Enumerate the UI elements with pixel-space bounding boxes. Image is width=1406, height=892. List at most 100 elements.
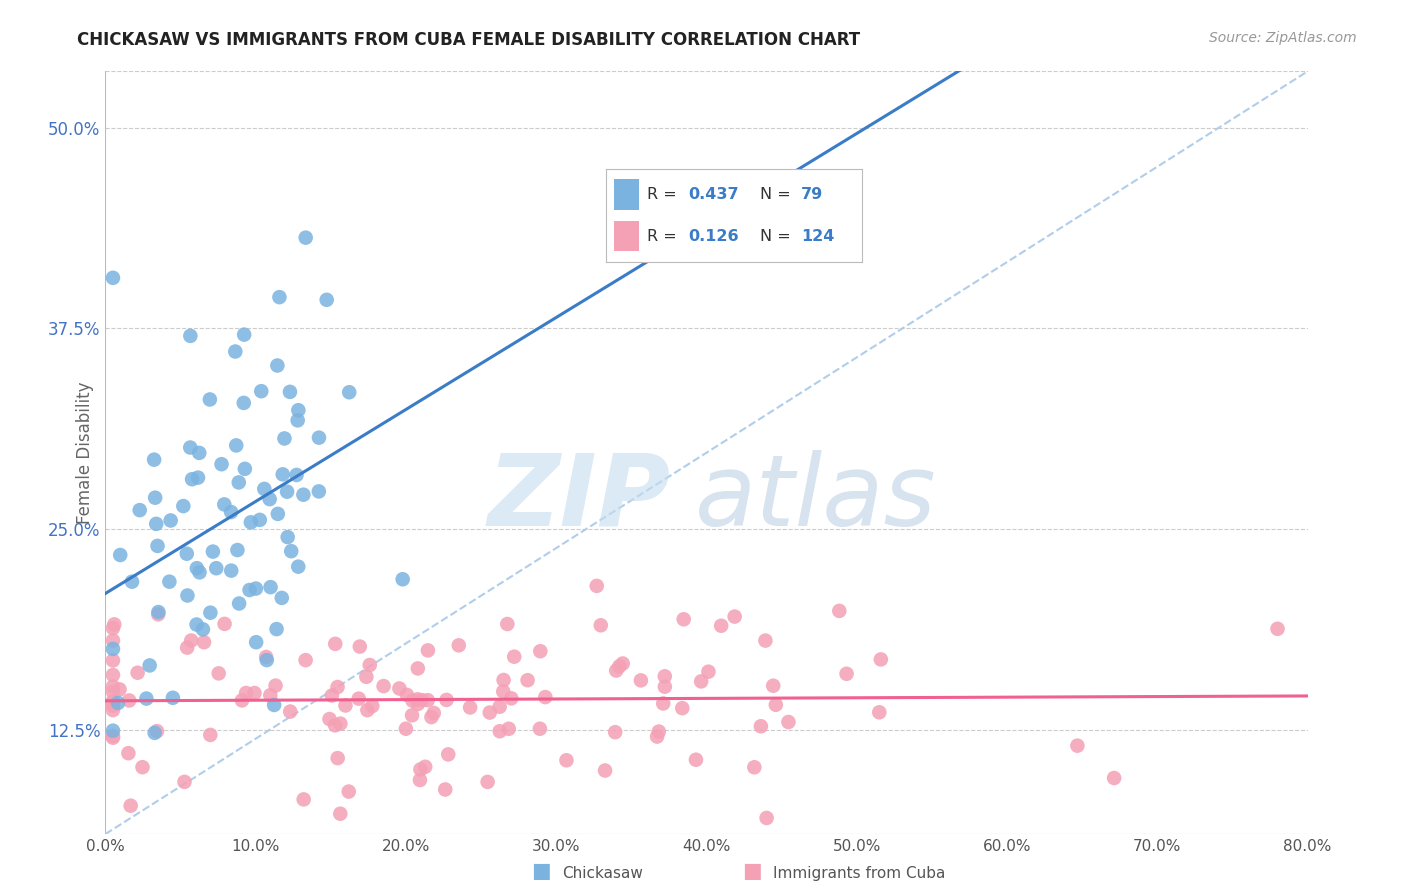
Text: 0.126: 0.126	[688, 228, 738, 244]
Point	[101, 694, 124, 708]
Point	[671, 701, 693, 715]
Point	[315, 293, 337, 307]
Point	[162, 690, 184, 705]
Point	[605, 725, 627, 739]
Text: 0.437: 0.437	[688, 186, 738, 202]
Point	[148, 607, 170, 622]
Point	[409, 763, 432, 777]
Point	[239, 516, 262, 530]
Point	[188, 566, 211, 580]
Point	[337, 784, 360, 798]
Point	[516, 673, 538, 688]
Point	[436, 693, 458, 707]
Point	[765, 698, 787, 712]
Point	[529, 722, 551, 736]
Point	[593, 764, 616, 778]
Point	[420, 710, 443, 724]
Point	[127, 665, 149, 680]
Point	[329, 716, 352, 731]
Point	[323, 637, 346, 651]
Point	[652, 697, 675, 711]
Point	[181, 472, 204, 486]
Point	[321, 689, 343, 703]
Point	[868, 706, 890, 720]
Point	[434, 782, 457, 797]
Point	[356, 703, 378, 717]
Point	[416, 693, 439, 707]
Point	[117, 746, 139, 760]
Point	[401, 708, 423, 723]
Point	[143, 452, 166, 467]
Point	[131, 760, 153, 774]
Point	[211, 457, 233, 471]
Point	[835, 666, 858, 681]
Point	[243, 686, 266, 700]
Point	[101, 680, 124, 694]
Text: atlas: atlas	[695, 450, 936, 547]
Text: ■: ■	[531, 862, 551, 881]
Point	[755, 811, 778, 825]
Point	[101, 723, 124, 738]
Point	[654, 669, 676, 683]
Point	[308, 484, 330, 499]
Point	[200, 728, 222, 742]
Point	[101, 698, 124, 713]
Point	[266, 359, 288, 373]
Text: N =: N =	[759, 228, 796, 244]
Point	[406, 692, 429, 706]
Point	[292, 792, 315, 806]
Point	[492, 684, 515, 698]
Point	[395, 688, 418, 702]
Point	[176, 640, 198, 655]
Point	[108, 682, 131, 697]
Point	[159, 513, 181, 527]
Point	[555, 753, 578, 767]
Point	[250, 384, 273, 399]
Point	[249, 513, 271, 527]
Point	[488, 724, 510, 739]
Point	[349, 640, 371, 654]
Point	[423, 706, 446, 720]
Point	[120, 798, 142, 813]
Point	[231, 693, 253, 707]
Point	[101, 270, 124, 285]
Point	[323, 718, 346, 732]
Point	[335, 698, 357, 713]
Point	[101, 685, 124, 699]
Point	[235, 686, 257, 700]
Point	[287, 403, 309, 417]
Point	[101, 668, 124, 682]
Point	[294, 653, 316, 667]
Point	[101, 633, 124, 648]
Point	[228, 597, 250, 611]
Point	[228, 475, 250, 490]
Point	[1066, 739, 1088, 753]
Point	[208, 666, 231, 681]
Point	[101, 695, 124, 709]
Point	[529, 644, 551, 658]
Point	[496, 617, 519, 632]
Point	[1102, 771, 1125, 785]
Point	[501, 691, 523, 706]
Point	[276, 484, 298, 499]
Point	[391, 572, 413, 586]
Point	[135, 691, 157, 706]
Point	[685, 753, 707, 767]
Point	[173, 775, 195, 789]
Point	[612, 657, 634, 671]
Text: ■: ■	[742, 862, 762, 881]
Point	[605, 664, 627, 678]
Point	[107, 696, 129, 710]
Point	[648, 724, 671, 739]
Point	[143, 726, 166, 740]
Point	[269, 290, 291, 304]
Point	[762, 679, 785, 693]
Text: Immigrants from Cuba: Immigrants from Cuba	[773, 866, 946, 881]
Point	[145, 516, 167, 531]
Point	[710, 618, 733, 632]
Point	[143, 491, 166, 505]
Point	[226, 543, 249, 558]
Point	[609, 659, 631, 673]
Point	[630, 673, 652, 688]
Point	[253, 482, 276, 496]
